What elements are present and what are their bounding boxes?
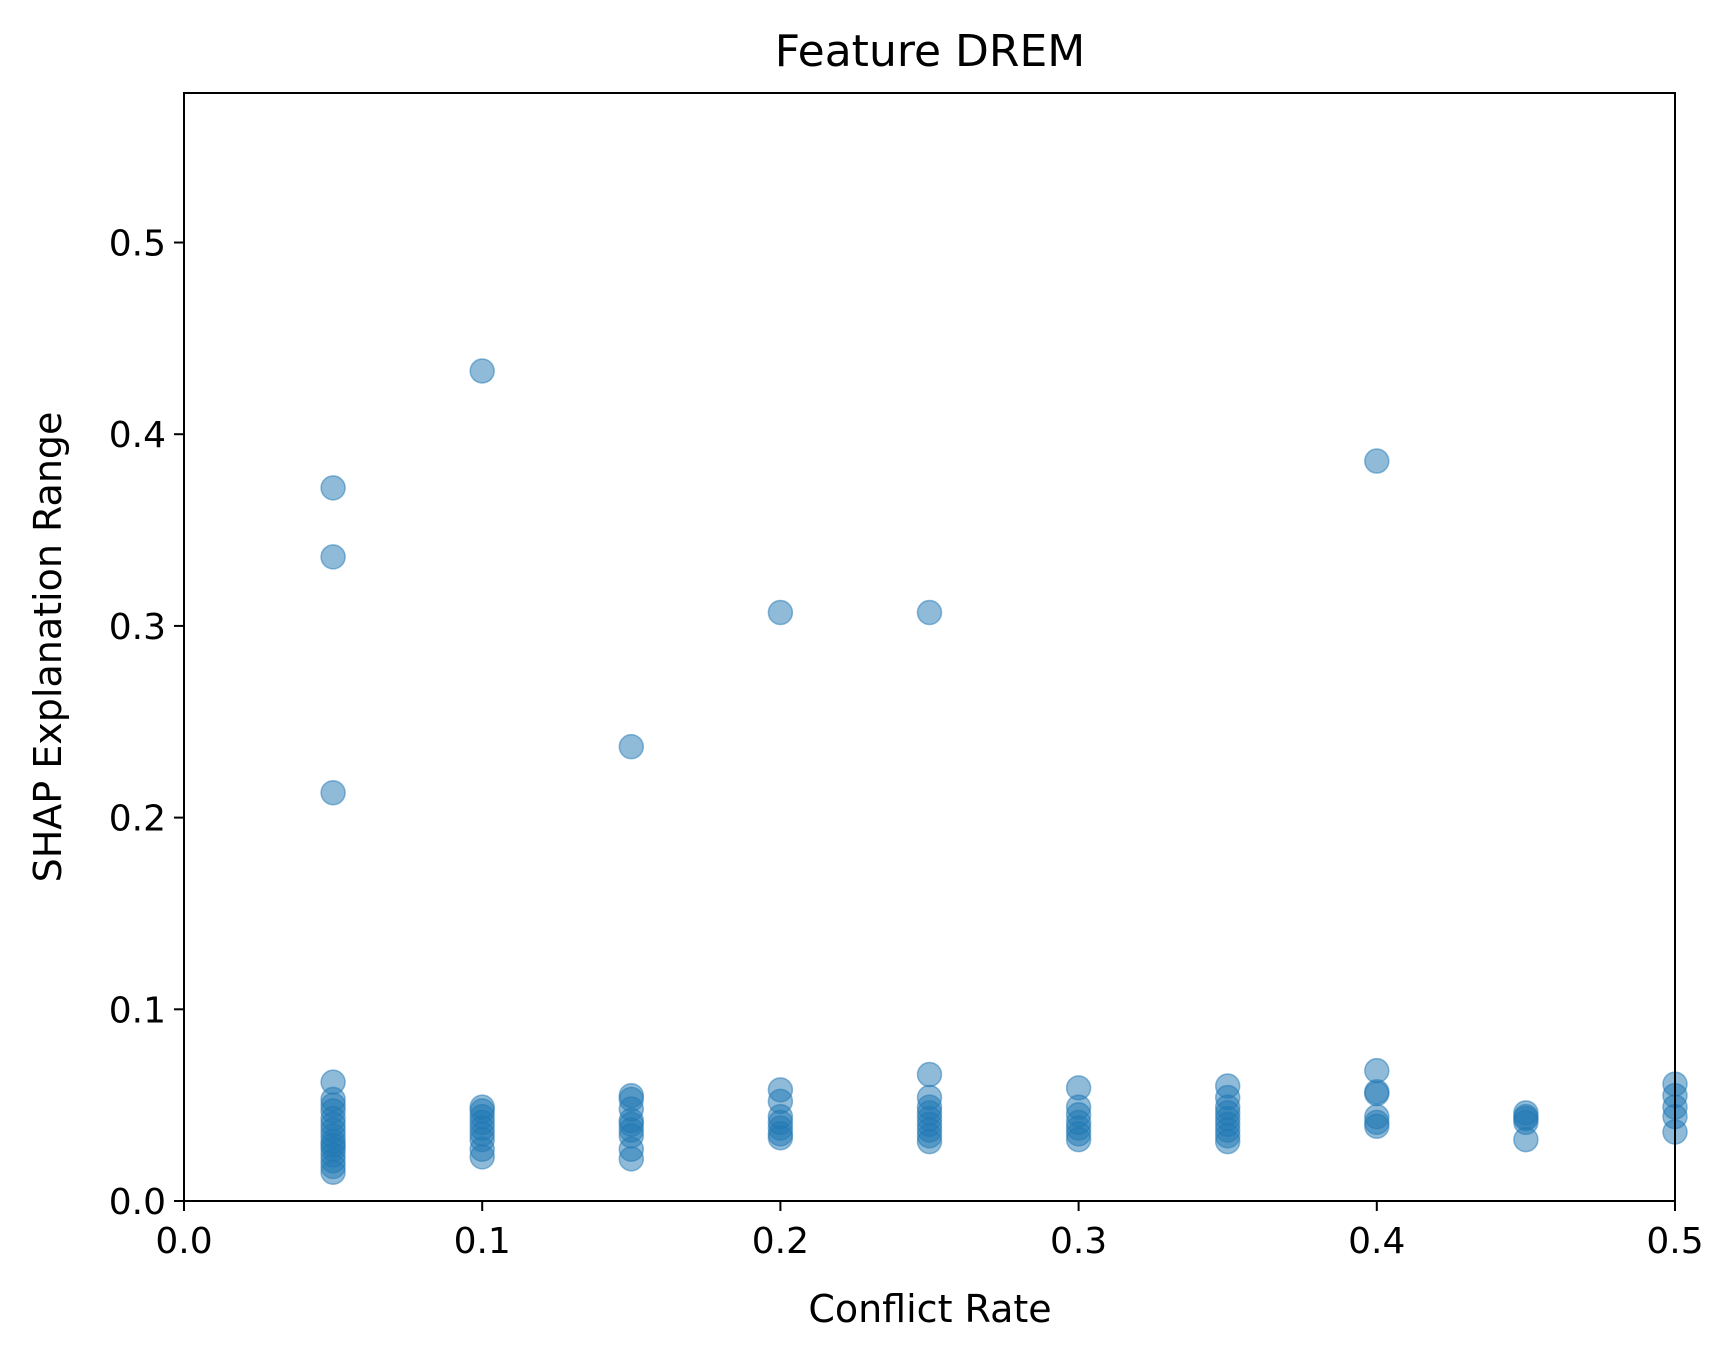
data-point (320, 779, 346, 806)
y-axis: 0.0 0.1 0.2 0.3 0.4 0.5 (109, 224, 184, 1223)
x-tick-label: 0.0 (155, 1221, 212, 1262)
data-point (618, 733, 645, 760)
data-point (1364, 448, 1390, 474)
y-axis-title: SHAP Explanation Range (26, 412, 70, 883)
y-tick-label: 0.0 (109, 1182, 166, 1223)
x-tick-label: 0.4 (1348, 1221, 1405, 1262)
data-point (469, 1144, 495, 1170)
y-tick-label: 0.3 (109, 607, 166, 648)
data-point (320, 1159, 346, 1185)
data-point (320, 475, 346, 501)
data-point (1364, 1113, 1390, 1139)
data-point (320, 544, 346, 570)
data-point (916, 1061, 943, 1088)
data-point (618, 1146, 645, 1172)
data-point (1214, 1128, 1241, 1155)
data-point (469, 358, 495, 384)
data-point (1364, 1080, 1390, 1107)
data-point (1513, 1126, 1539, 1153)
data-point (1065, 1126, 1092, 1153)
x-tick-label: 0.3 (1050, 1221, 1107, 1262)
x-axis: 0.0 0.1 0.2 0.3 0.4 0.5 (155, 1201, 1704, 1262)
y-tick-label: 0.5 (109, 224, 166, 265)
x-tick-label: 0.1 (454, 1221, 511, 1262)
data-point (916, 599, 943, 626)
x-axis-title: Conflict Rate (808, 1287, 1051, 1331)
chart-title: Feature DREM (775, 26, 1085, 77)
x-tick-label: 0.2 (752, 1221, 809, 1262)
x-tick-label: 0.5 (1646, 1221, 1703, 1262)
y-tick-label: 0.2 (109, 799, 166, 840)
y-tick-label: 0.4 (109, 415, 166, 456)
data-point (916, 1128, 943, 1155)
data-points (320, 358, 1688, 1185)
y-tick-label: 0.1 (109, 990, 166, 1031)
plot-frame (183, 92, 1676, 1202)
data-point (767, 1124, 794, 1151)
data-point (767, 599, 794, 626)
